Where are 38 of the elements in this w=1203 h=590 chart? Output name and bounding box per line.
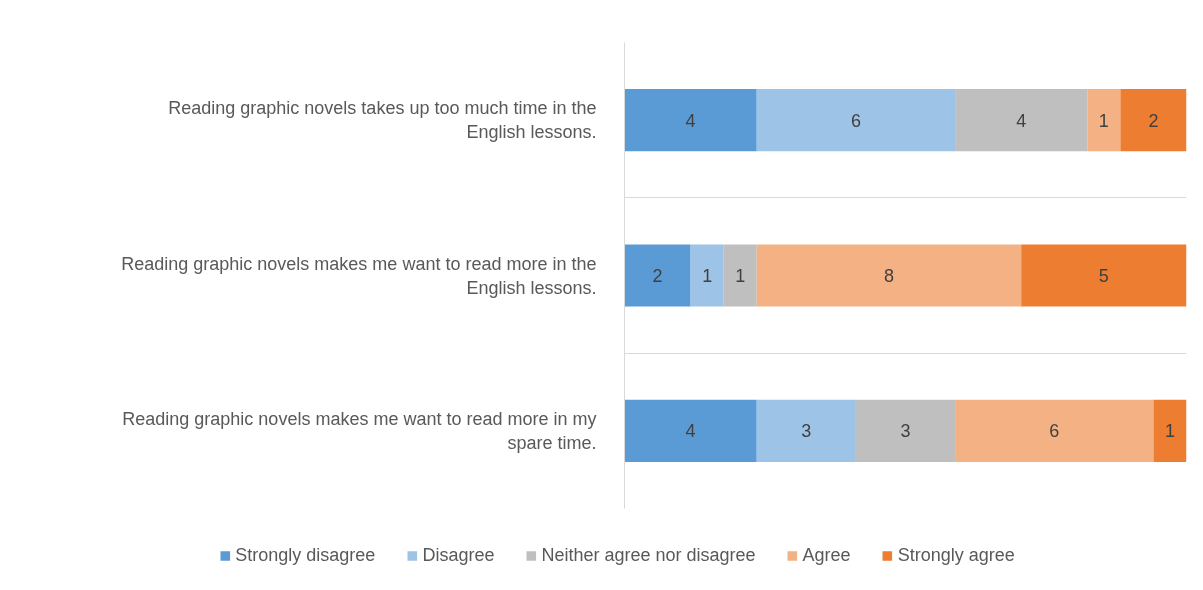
y-tick-label: Reading graphic novels makes me want to read more in the English lessons. [121, 253, 597, 298]
bar [690, 244, 724, 307]
bar [756, 244, 1022, 307]
bar [624, 244, 691, 307]
legend-label: Disagree [422, 544, 495, 566]
data-label: 6 [850, 110, 861, 131]
legend-label: Neither agree nor disagree [541, 544, 756, 566]
bar [756, 89, 956, 152]
y-tick-label: Reading graphic novels takes up too much time in the English lessons. [168, 98, 597, 143]
bar [1087, 89, 1121, 152]
data-label: 1 [735, 266, 746, 286]
data-label: 8 [883, 266, 894, 286]
data-label: 2 [1148, 110, 1159, 131]
data-label: 4 [1016, 110, 1027, 131]
bar [855, 399, 956, 462]
data-label: 2 [652, 266, 663, 286]
bar [723, 244, 757, 307]
bar [955, 89, 1088, 152]
data-label: 1 [1164, 421, 1175, 442]
bar [624, 89, 757, 152]
bar [756, 399, 856, 462]
data-label: 1 [702, 266, 713, 286]
data-label: 6 [1049, 421, 1060, 442]
bar [1120, 89, 1187, 152]
legend-label: Strongly agree [897, 544, 1015, 566]
bar [1153, 399, 1187, 462]
data-label: 3 [900, 421, 911, 442]
data-label: 4 [685, 110, 696, 131]
data-label: 3 [801, 421, 812, 442]
data-label: 5 [1098, 266, 1109, 286]
data-label: 4 [685, 421, 696, 442]
data-label: 1 [1098, 110, 1109, 131]
bar [1021, 244, 1187, 307]
bar [955, 399, 1154, 462]
y-tick-label: Reading graphic novels makes me want to read more in my spare time. [122, 408, 597, 453]
bar [624, 399, 757, 462]
legend-label: Strongly disagree [235, 544, 376, 566]
legend-label: Agree [802, 544, 851, 566]
